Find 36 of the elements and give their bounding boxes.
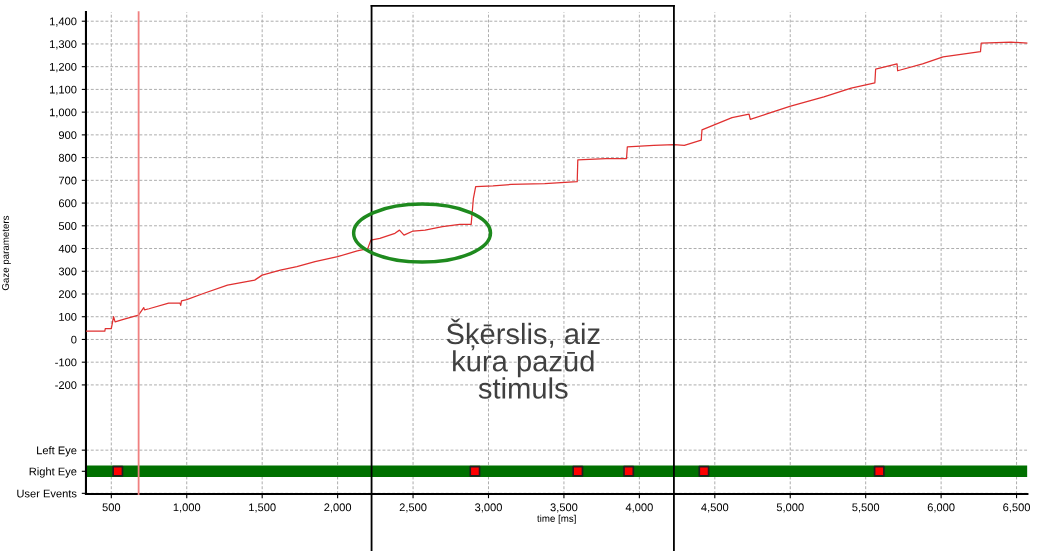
x-tick-label: 2,500 <box>399 503 427 513</box>
y-tick-label: 400 <box>58 244 77 253</box>
x-tick-label: 3,500 <box>550 503 578 513</box>
y-tick-label: 1,300 <box>49 40 77 50</box>
x-tick-label: 2,000 <box>324 503 352 513</box>
y-tick-label: Right Eye <box>29 467 77 478</box>
x-tick-label: 6,000 <box>927 503 955 513</box>
x-tick-label: 4,000 <box>625 503 653 513</box>
x-axis-title: time [ms] <box>537 514 576 524</box>
y-tick-label: Left Eye <box>37 446 77 457</box>
x-tick-label: 5,500 <box>852 503 880 513</box>
y-tick-label: User Events <box>17 489 77 498</box>
x-tick-label: 500 <box>102 503 121 512</box>
y-tick-label: 800 <box>58 153 77 162</box>
y-tick-label: 1,400 <box>49 17 77 27</box>
y-tick-label: -200 <box>55 381 77 390</box>
y-tick-label: 100 <box>59 312 77 321</box>
x-tick-label: 5,000 <box>776 503 804 513</box>
x-tick-label: 4,500 <box>701 503 729 513</box>
annotation: Šķērslis, aiz kura pazūd stimuls <box>446 318 600 399</box>
x-tick-label: 1,500 <box>249 503 276 513</box>
y-tick-label: 1,000 <box>49 108 77 118</box>
y-tick-label: 900 <box>58 131 77 140</box>
y-tick-label: 1,100 <box>49 85 77 95</box>
y-tick-label: 200 <box>58 290 77 299</box>
y-tick-label: 600 <box>58 199 77 208</box>
x-tick-label: 1,000 <box>173 503 201 513</box>
y-axis-title: Gaze parameters <box>2 215 11 291</box>
y-tick-label: 500 <box>58 222 77 230</box>
y-tick-label: 0 <box>71 335 77 344</box>
y-tick-label: 700 <box>58 176 77 185</box>
y-tick-label: 1,200 <box>49 62 77 73</box>
y-tick-label: 300 <box>58 267 77 276</box>
x-tick-label: 3,000 <box>475 503 502 513</box>
y-tick-label: -100 <box>55 358 77 367</box>
x-tick-label: 6,500 <box>1003 503 1031 513</box>
